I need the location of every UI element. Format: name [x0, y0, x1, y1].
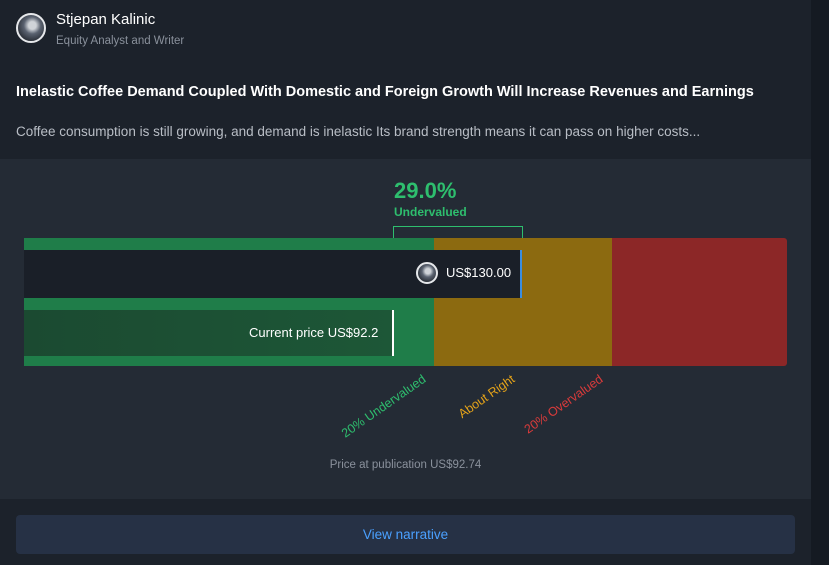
valuation-percent: 29.0% [394, 178, 457, 203]
overvalued-zone [612, 238, 787, 366]
fair-value-author-avatar [416, 262, 438, 284]
narrative-title[interactable]: Inelastic Coffee Demand Coupled With Dom… [16, 84, 754, 100]
view-narrative-button[interactable]: View narrative [16, 515, 795, 554]
narrative-summary: Coffee consumption is still growing, and… [16, 124, 701, 139]
fair-value-label: US$130.00 [446, 265, 512, 280]
valuation-status: Undervalued [394, 205, 467, 219]
author-avatar[interactable] [16, 13, 46, 43]
current-price-bar [24, 310, 394, 356]
publication-price: Price at publication US$92.74 [329, 459, 482, 471]
narrative-card: Stjepan Kalinic Equity Analyst and Write… [16, 11, 795, 554]
author-role: Equity Analyst and Writer [56, 35, 185, 47]
fair-value-bar [24, 250, 522, 298]
current-price-label: Current price US$92.2 [249, 325, 379, 340]
author-name[interactable]: Stjepan Kalinic [56, 11, 156, 28]
page-gutter [811, 0, 829, 565]
